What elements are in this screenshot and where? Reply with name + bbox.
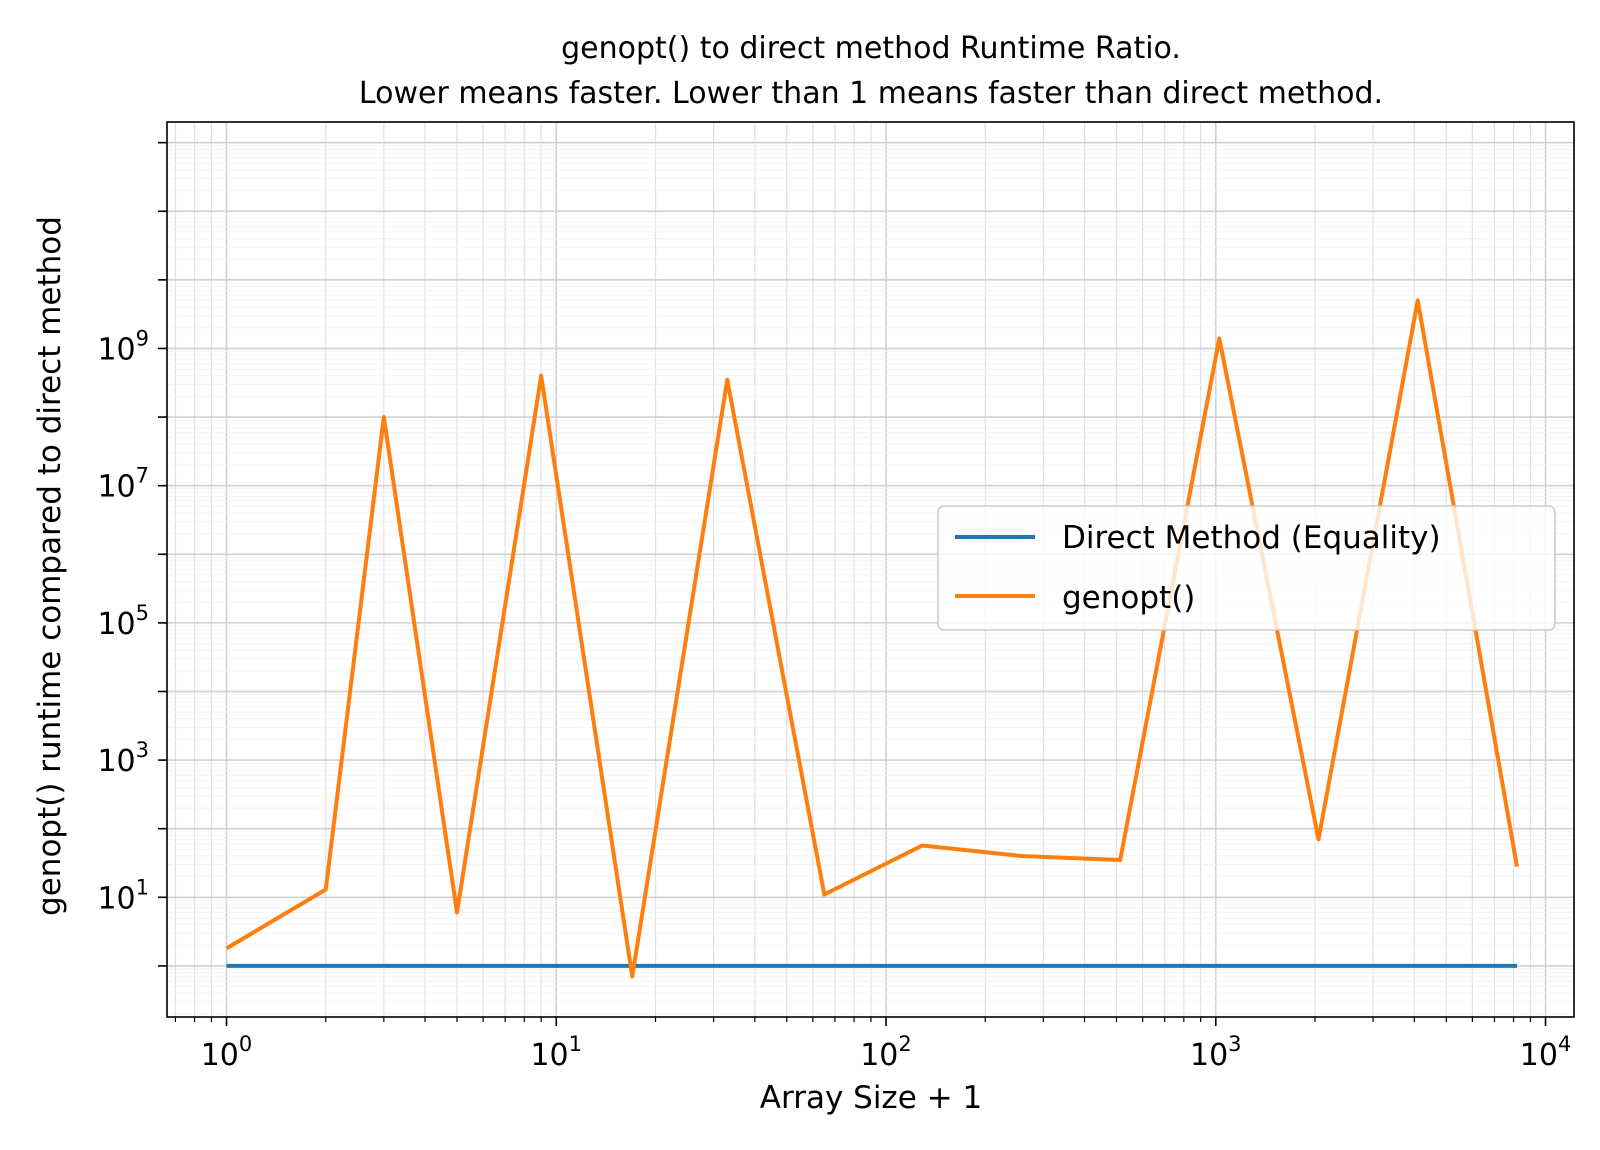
y-axis-label: genopt() runtime compared to direct meth… xyxy=(32,216,68,916)
y-tick-label: 103 xyxy=(97,738,149,779)
ticks: 100 101 102 103 104 101 103 105 107 109 xyxy=(97,141,1572,1073)
legend-label-genopt: genopt() xyxy=(1062,580,1195,616)
series-layer xyxy=(225,298,1519,979)
legend: Direct Method (Equality) genopt() xyxy=(937,505,1556,631)
grid xyxy=(167,121,1574,1017)
x-tick-label: 103 xyxy=(1190,1032,1242,1073)
y-tick-label: 101 xyxy=(97,875,149,916)
chart-title: genopt() to direct method Runtime Ratio. xyxy=(561,31,1181,66)
series-line-genopt xyxy=(225,298,1519,979)
chart-subtitle: Lower means faster. Lower than 1 means f… xyxy=(359,76,1383,111)
legend-box xyxy=(937,505,1556,631)
x-tick-label: 102 xyxy=(860,1032,912,1073)
x-axis-label: Array Size + 1 xyxy=(760,1080,982,1116)
y-tick-label: 107 xyxy=(97,464,149,505)
legend-label-direct-method: Direct Method (Equality) xyxy=(1062,520,1441,556)
y-tick-label: 109 xyxy=(97,326,149,367)
x-tick-label: 101 xyxy=(530,1032,582,1073)
y-tick-label: 105 xyxy=(97,601,149,642)
x-tick-label: 104 xyxy=(1520,1032,1572,1073)
x-tick-label: 100 xyxy=(201,1032,253,1073)
